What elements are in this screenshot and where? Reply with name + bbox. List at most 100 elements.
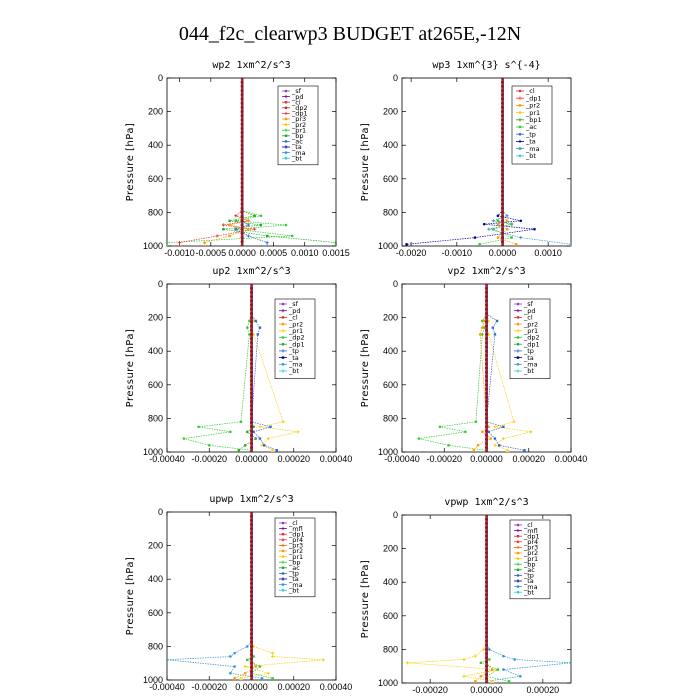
y-tick-label: 400 <box>383 346 398 356</box>
data-point <box>266 671 270 675</box>
legend-entry: _dp2 <box>288 334 305 342</box>
legend-marker <box>281 521 285 525</box>
legend-marker <box>516 329 520 333</box>
legend-entry: _tp <box>288 347 299 355</box>
zero-profile-point <box>240 164 244 168</box>
legend-marker <box>516 574 520 577</box>
data-point <box>239 676 243 680</box>
legend: _cl_mfl_dp1_pr4_pr3_pr2_pr1_bp_ac_tp_ta_… <box>509 519 551 600</box>
data-point <box>258 665 262 668</box>
y-tick-label: 1000 <box>143 241 163 251</box>
series-line <box>167 641 263 680</box>
y-tick-label: 1000 <box>143 447 163 457</box>
zero-profile-point <box>485 284 488 286</box>
legend-entry: _pr1 <box>291 126 306 134</box>
zero-profile-point <box>485 387 488 391</box>
zero-profile-point <box>500 181 504 185</box>
data-point <box>239 420 243 424</box>
zero-profile-point <box>250 586 253 590</box>
legend-marker <box>516 562 520 566</box>
legend-marker <box>284 95 288 99</box>
legend-marker <box>281 356 285 359</box>
panel-title: vpwp 1xm^2/s^3 <box>444 497 528 508</box>
zero-profile-point <box>500 105 504 109</box>
legend: _sf_pd_cl_pr2_pr1_dp2_dp1_tp_ta_ma_bt <box>509 298 551 379</box>
zero-profile-point <box>500 143 504 147</box>
x-tick-label: 0.00020 <box>277 454 310 464</box>
legend-marker <box>518 154 522 158</box>
legend-marker <box>281 316 285 319</box>
data-point <box>266 436 270 441</box>
legend-entry: _ta <box>523 577 534 585</box>
data-point <box>334 244 336 246</box>
zero-profile-point <box>250 395 253 399</box>
zero-profile-point <box>250 602 253 606</box>
data-point <box>177 244 182 246</box>
zero-profile-point <box>500 189 504 193</box>
zero-profile-point <box>250 665 253 669</box>
zero-profile-point <box>485 404 488 408</box>
zero-profile-point <box>485 429 488 433</box>
x-tick-label: -0.00040 <box>384 454 420 464</box>
y-tick-label: 0 <box>158 73 163 83</box>
x-tick-label: 0.00000 <box>470 685 503 695</box>
legend-box <box>277 85 319 166</box>
data-point <box>478 333 482 336</box>
legend-marker <box>516 535 520 538</box>
data-point <box>259 214 263 218</box>
legend-entry: _ta <box>523 354 534 362</box>
legend-entry: _ma <box>291 149 306 157</box>
zero-profile-point <box>240 114 244 118</box>
legend-entry: _dp1 <box>288 530 305 538</box>
zero-profile-point <box>250 446 253 450</box>
data-point <box>271 651 275 655</box>
y-tick-label: 0 <box>158 507 163 517</box>
series-line <box>223 210 336 246</box>
zero-profile-point <box>485 337 488 341</box>
data-point <box>254 319 257 323</box>
data-point <box>258 326 262 329</box>
series-line <box>407 644 498 683</box>
legend-entry: _cl <box>523 314 533 322</box>
zero-profile-point <box>500 156 504 160</box>
zero-profile-point <box>485 320 488 324</box>
zero-profile-point <box>500 131 504 135</box>
zero-profile-point <box>500 227 504 231</box>
zero-profile-point <box>485 324 488 328</box>
y-tick-label: 800 <box>383 644 398 654</box>
y-tick-label: 200 <box>383 544 398 554</box>
zero-profile-point <box>250 628 253 632</box>
legend-entry: _bp <box>291 132 304 140</box>
zero-profile-point <box>250 324 253 328</box>
zero-profile-point <box>250 636 253 640</box>
data-point <box>167 244 169 246</box>
chart-panel-3: up2 1xm^2/s^3 Pressure [hPa] 0 200 400 600 800… <box>125 266 352 464</box>
data-point <box>228 234 231 238</box>
zero-profile-point <box>485 631 488 635</box>
y-tick-label: 800 <box>383 207 398 217</box>
data-point <box>265 244 269 246</box>
zero-profile-point <box>485 353 488 357</box>
data-point <box>512 420 516 424</box>
zero-profile-point <box>500 118 504 122</box>
data-point <box>505 219 509 223</box>
data-point <box>482 647 486 651</box>
data-point <box>514 243 518 246</box>
zero-profile-point <box>250 569 253 573</box>
data-point <box>502 654 505 658</box>
data-point <box>491 326 495 329</box>
data-point <box>502 425 505 428</box>
zero-profile-point <box>485 568 488 572</box>
zero-profile-point <box>240 181 244 185</box>
data-point <box>207 443 211 447</box>
y-tick-label: 1000 <box>378 447 398 457</box>
zero-profile-point <box>250 311 253 315</box>
legend-marker <box>281 329 285 333</box>
data-point <box>462 657 466 662</box>
zero-profile-point <box>485 618 488 622</box>
legend-marker <box>281 302 285 306</box>
y-tick-label: 600 <box>148 380 163 390</box>
zero-profile-point <box>485 316 488 320</box>
data-point <box>243 671 247 675</box>
series-line <box>251 309 278 452</box>
